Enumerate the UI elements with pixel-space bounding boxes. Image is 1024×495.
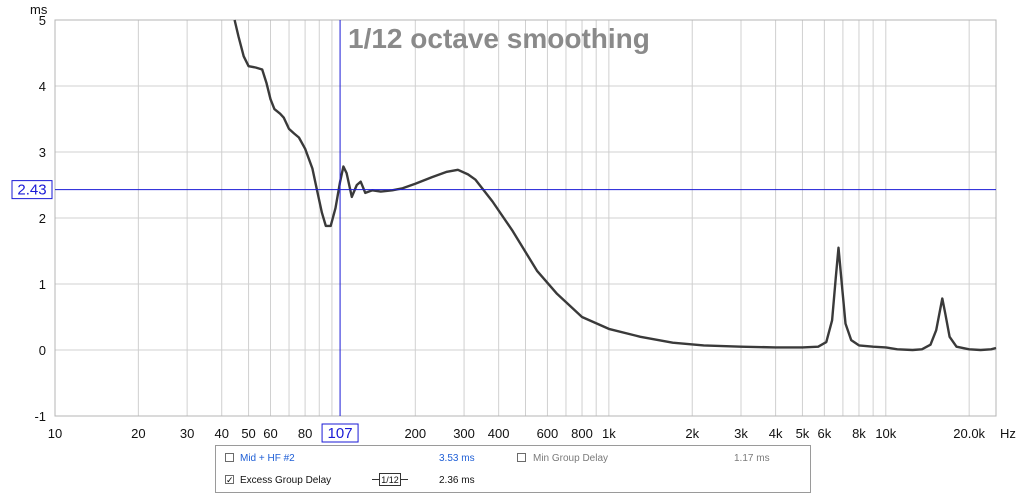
plot-frame bbox=[54, 19, 997, 417]
tick-labels: 10 20 30 40 50 60 80 200 300 400 600 800 1k 2k 3k 4k 5k 6… bbox=[34, 13, 985, 441]
x-tick-label: 20.0k bbox=[953, 426, 985, 441]
mid-hf-checkbox[interactable] bbox=[225, 453, 234, 462]
y-axis-unit-label: ms bbox=[30, 2, 48, 17]
smoothing-line-right bbox=[401, 479, 408, 480]
x-tick-label: 5k bbox=[796, 426, 810, 441]
min-group-delay-checkbox[interactable] bbox=[517, 453, 526, 462]
x-tick-label: 4k bbox=[769, 426, 783, 441]
y-tick-label: 1 bbox=[39, 277, 46, 292]
x-tick-label: 10k bbox=[875, 426, 896, 441]
cursor-layer[interactable]: 107 2.43 bbox=[11, 20, 996, 443]
series-line bbox=[233, 19, 997, 352]
y-tick-label: 2 bbox=[39, 211, 46, 226]
mid-hf-label[interactable]: Mid + HF #2 bbox=[240, 453, 295, 464]
series-layer bbox=[233, 19, 997, 352]
x-tick-label: 600 bbox=[537, 426, 559, 441]
y-tick-label: 3 bbox=[39, 145, 46, 160]
x-tick-label: 40 bbox=[214, 426, 228, 441]
x-tick-label: 60 bbox=[263, 426, 277, 441]
x-tick-label: 400 bbox=[488, 426, 510, 441]
cursor-x-label: 107 bbox=[328, 425, 353, 442]
chart-title: 1/12 octave smoothing bbox=[348, 23, 650, 54]
y-tick-label: 4 bbox=[39, 79, 46, 94]
x-tick-label: 8k bbox=[852, 426, 866, 441]
x-tick-label: 1k bbox=[602, 426, 616, 441]
excess-group-delay-label[interactable]: Excess Group Delay bbox=[240, 475, 332, 486]
smoothing-value: 1/12 bbox=[379, 473, 401, 486]
min-group-delay-value: 1.17 ms bbox=[734, 453, 770, 464]
x-tick-label: 800 bbox=[571, 426, 593, 441]
legend-row-excess-group-delay: ✓ Excess Group Delay 1/12 2.36 ms bbox=[216, 470, 810, 492]
x-tick-label: 300 bbox=[453, 426, 475, 441]
y-tick-label: 5 bbox=[39, 13, 46, 28]
x-tick-label: 20 bbox=[131, 426, 145, 441]
cursor-x-label-box[interactable] bbox=[321, 423, 359, 443]
excess-group-delay-checkbox[interactable]: ✓ bbox=[225, 475, 234, 485]
x-tick-label: 50 bbox=[241, 426, 255, 441]
smoothing-line-left bbox=[372, 479, 379, 480]
x-axis-unit-label: Hz bbox=[1000, 426, 1016, 441]
y-tick-label: 0 bbox=[39, 343, 46, 358]
min-group-delay-label[interactable]: Min Group Delay bbox=[533, 453, 609, 464]
mid-hf-value: 3.53 ms bbox=[439, 453, 475, 464]
x-tick-label: 10 bbox=[48, 426, 62, 441]
smoothing-icon[interactable]: 1/12 bbox=[372, 472, 410, 488]
y-tick-label: -1 bbox=[34, 409, 46, 424]
x-tick-label: 80 bbox=[298, 426, 312, 441]
legend-row-mid-hf: Mid + HF #2 3.53 ms Min Group Delay 1.17… bbox=[216, 448, 810, 470]
legend-panel: Mid + HF #2 3.53 ms Min Group Delay 1.17… bbox=[215, 445, 811, 493]
excess-group-delay-value: 2.36 ms bbox=[439, 475, 475, 486]
x-tick-label: 200 bbox=[404, 426, 426, 441]
x-tick-label: 6k bbox=[817, 426, 831, 441]
cursor-y-label-box[interactable] bbox=[11, 180, 53, 200]
x-tick-label: 30 bbox=[180, 426, 194, 441]
chart-area[interactable]: 10 20 30 40 50 60 80 200 300 400 600 800 1k 2k 3k 4k 5k 6… bbox=[0, 0, 1024, 445]
x-tick-label: 3k bbox=[734, 426, 748, 441]
x-tick-label: 2k bbox=[685, 426, 699, 441]
cursor-y-label: 2.43 bbox=[17, 182, 46, 199]
